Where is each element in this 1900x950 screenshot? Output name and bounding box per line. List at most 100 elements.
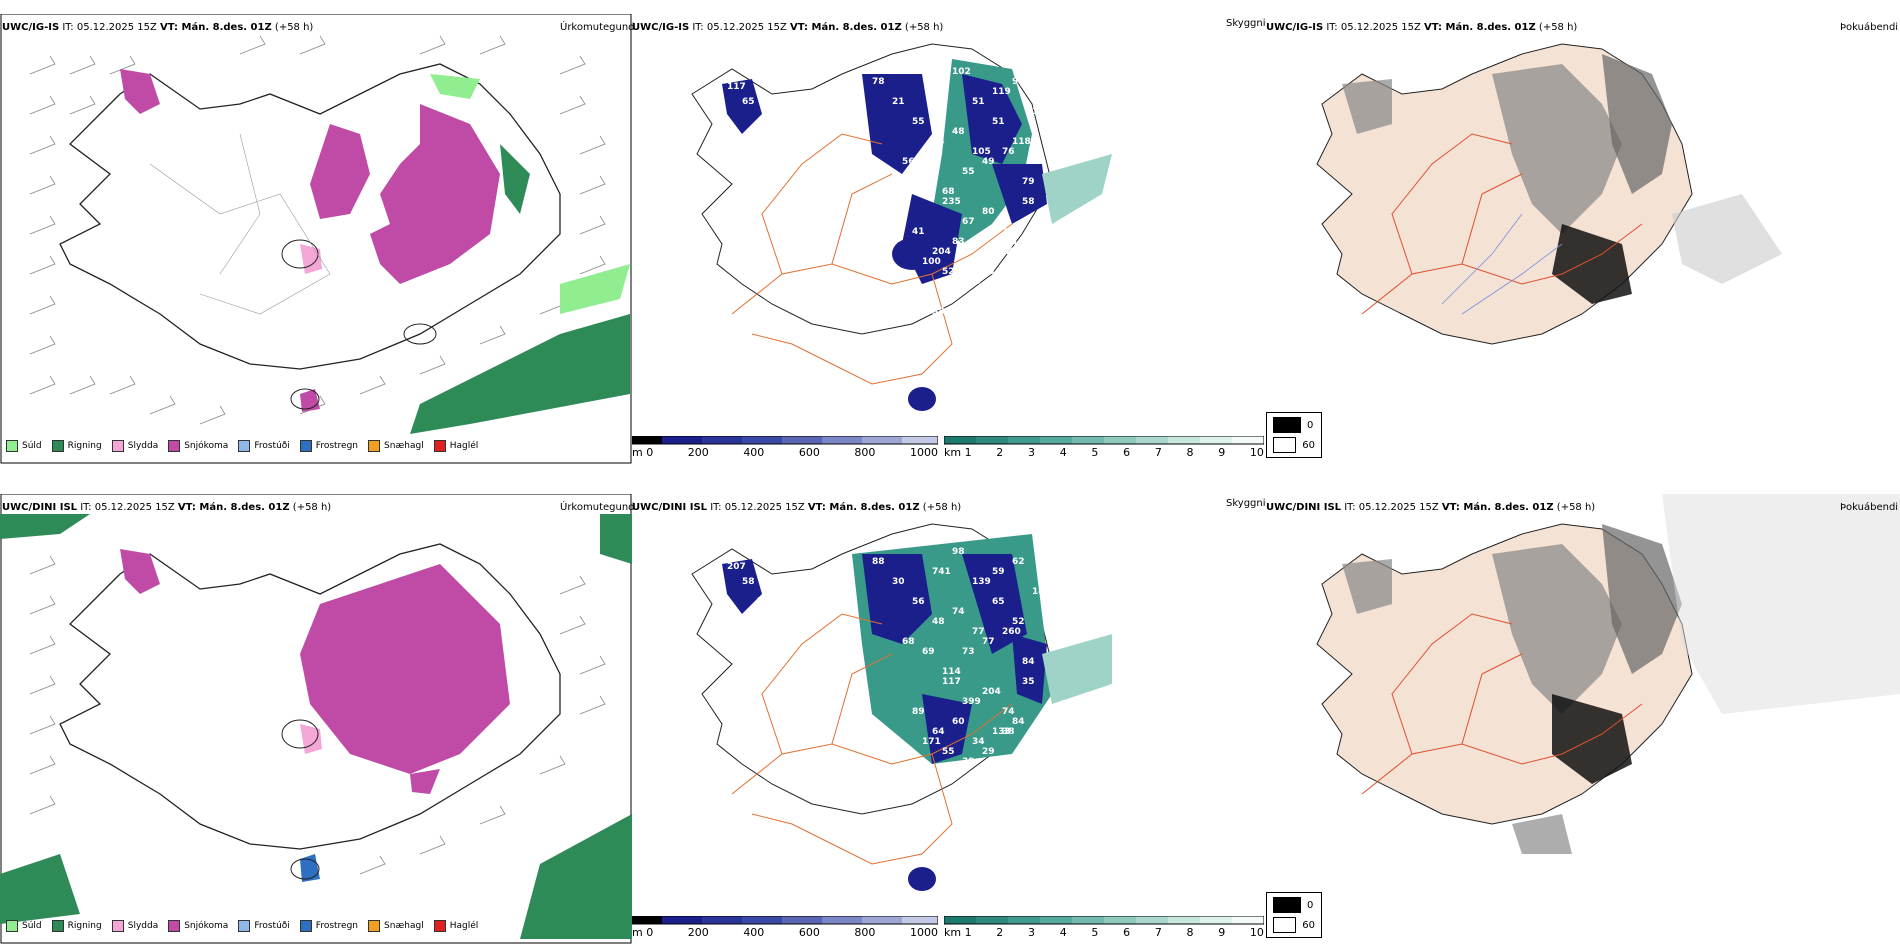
visibility-value-label: 62	[1012, 557, 1025, 567]
bottom-fog-map	[1316, 494, 1900, 854]
legend-item: Snjókoma	[168, 920, 228, 932]
top-precip-legend: Súld Rigning Slydda Snjókoma Frostúði Fr…	[6, 440, 478, 452]
visibility-value-label: 73	[962, 647, 975, 657]
legend-item: Snæhagl	[368, 920, 424, 932]
visibility-value-label: 79	[1022, 177, 1035, 187]
visibility-value-label: 39	[962, 757, 975, 767]
roads	[731, 133, 1013, 385]
legend-item: Frostregn	[299, 920, 358, 932]
visibility-value-label: 52	[1012, 617, 1025, 627]
visibility-value-label: 44	[1022, 767, 1035, 777]
visibility-value-label: 117	[727, 82, 746, 92]
legend-item: Rigning	[51, 440, 102, 452]
top-precip-map	[0, 14, 632, 464]
bottom-visibility-title: UWC/DINI ISL IT: 05.12.2025 15Z VT: Mán.…	[632, 502, 962, 513]
bottom-precip-label: Úrkomutegund	[560, 502, 635, 513]
top-precip-label: Úrkomutegund	[560, 22, 635, 33]
visibility-value-label: 399	[962, 697, 981, 707]
legend-swatch	[51, 440, 64, 452]
wind-barbs	[29, 35, 606, 425]
fog-swatch-dark	[1273, 897, 1301, 913]
visibility-value-label: 74	[757, 597, 770, 607]
bottom-fog-title: UWC/DINI ISL IT: 05.12.2025 15Z VT: Mán.…	[1266, 502, 1596, 513]
visibility-value-label: 76	[1002, 147, 1015, 157]
visibility-value-label: 62	[922, 167, 935, 177]
legend-item: Rigning	[51, 920, 102, 932]
top-visibility-panel: 117 65 60 78 21 55 53 102 51 119 93 120 54 48 105 51 118…	[632, 14, 1266, 464]
visibility-value-label: 59	[992, 567, 1005, 577]
visibility-value-label: 51	[972, 97, 985, 107]
legend-item: Frostúði	[238, 440, 290, 452]
visibility-value-label: 88	[872, 557, 885, 567]
visibility-value-label: 41	[912, 227, 925, 237]
legend-swatch	[368, 440, 381, 452]
visibility-value-label: 68	[942, 187, 955, 197]
legend-swatch	[238, 440, 251, 452]
visibility-value-label: 54	[932, 137, 945, 147]
top-fog-label: Þokuábendi	[1840, 22, 1899, 33]
visibility-value-label: 53	[932, 87, 945, 97]
visibility-value-label: 260	[1002, 627, 1021, 637]
top-precip-panel: UWC/IG-IS IT: 05.12.2025 15Z VT: Mán. 8.…	[0, 14, 635, 464]
visibility-value-label: 64	[1002, 247, 1015, 257]
visibility-value-label: 98	[952, 547, 965, 557]
visibility-value-label: 48	[932, 617, 945, 627]
visibility-value-label: 114	[942, 667, 961, 677]
legend-swatch	[6, 440, 18, 452]
bottom-height-colorbar: m 0 200 400 600 800 1000	[632, 916, 938, 944]
visibility-value-label: 80	[982, 207, 995, 217]
top-precip-title: UWC/IG-IS IT: 05.12.2025 15Z VT: Mán. 8.…	[2, 22, 314, 33]
legend-item: Súld	[6, 440, 42, 452]
bottom-fog-label: Þokuábendi	[1840, 502, 1899, 513]
legend-swatch	[433, 440, 446, 452]
fog-swatch-light	[1273, 917, 1297, 933]
legend-item: Frostregn	[299, 440, 358, 452]
top-height-colorbar: m 0 200 400 600 800 1000	[632, 436, 938, 464]
visibility-value-label: 106	[1012, 237, 1031, 247]
legend-item: Snæhagl	[368, 440, 424, 452]
legend-item: Slydda	[111, 920, 158, 932]
visibility-value-label: 204	[932, 247, 951, 257]
visibility-value-label: 83	[952, 237, 965, 247]
legend-swatch	[299, 440, 312, 452]
fog-swatch-light	[1273, 437, 1297, 453]
visibility-value-label: 93	[1012, 77, 1025, 87]
visibility-value-label: 119	[992, 87, 1011, 97]
visibility-value-label: 64	[932, 727, 945, 737]
visibility-value-label: 171	[922, 737, 941, 747]
visibility-value-label: 35	[1022, 677, 1035, 687]
legend-swatch	[168, 920, 181, 932]
visibility-value-label: 68	[902, 637, 915, 647]
visibility-value-label: 118	[1012, 137, 1031, 147]
legend-item: Slydda	[111, 440, 158, 452]
top-fog-legend: 0 60	[1266, 412, 1322, 458]
visibility-value-label: 46	[1022, 287, 1035, 297]
visibility-labels: 1176560782155531025111993120544810551118…	[727, 67, 1051, 357]
height-colorbar-ticks: m 0 200 400 600 800 1000	[632, 926, 938, 939]
top-vis-colorbar: km 1 2 3 4 5 6 7 8 9 10	[944, 436, 1264, 464]
visibility-value-label: 74	[952, 607, 965, 617]
vis-colorbar-ticks: km 1 2 3 4 5 6 7 8 9 10	[944, 446, 1264, 459]
visibility-value-label: 102	[952, 67, 971, 77]
bottom-vis-colorbar: km 1 2 3 4 5 6 7 8 9 10	[944, 916, 1264, 944]
vis-colorbar-gradient	[944, 436, 1264, 445]
top-fog-map	[1316, 43, 1782, 345]
visibility-value-label: 58	[742, 577, 755, 587]
visibility-value-label: 77	[972, 627, 985, 637]
fog-swatch-dark	[1273, 417, 1301, 433]
legend-swatch	[238, 920, 251, 932]
visibility-value-label: 135	[962, 277, 981, 287]
visibility-value-label: 56	[902, 157, 915, 167]
visibility-value-label: 148	[1032, 587, 1051, 597]
visibility-value-label: 60	[952, 717, 965, 727]
visibility-value-label: 51	[992, 117, 1005, 127]
visibility-value-label: 69	[922, 647, 935, 657]
legend-item: Súld	[6, 920, 42, 932]
visibility-value-label: 34	[972, 737, 985, 747]
vis-colorbar-gradient	[944, 916, 1264, 925]
visibility-value-label: 11	[972, 347, 985, 357]
legend-swatch	[368, 920, 381, 932]
visibility-value-label: 55	[942, 747, 955, 757]
visibility-value-label: 29	[982, 747, 995, 757]
visibility-value-label: 188	[1002, 227, 1021, 237]
